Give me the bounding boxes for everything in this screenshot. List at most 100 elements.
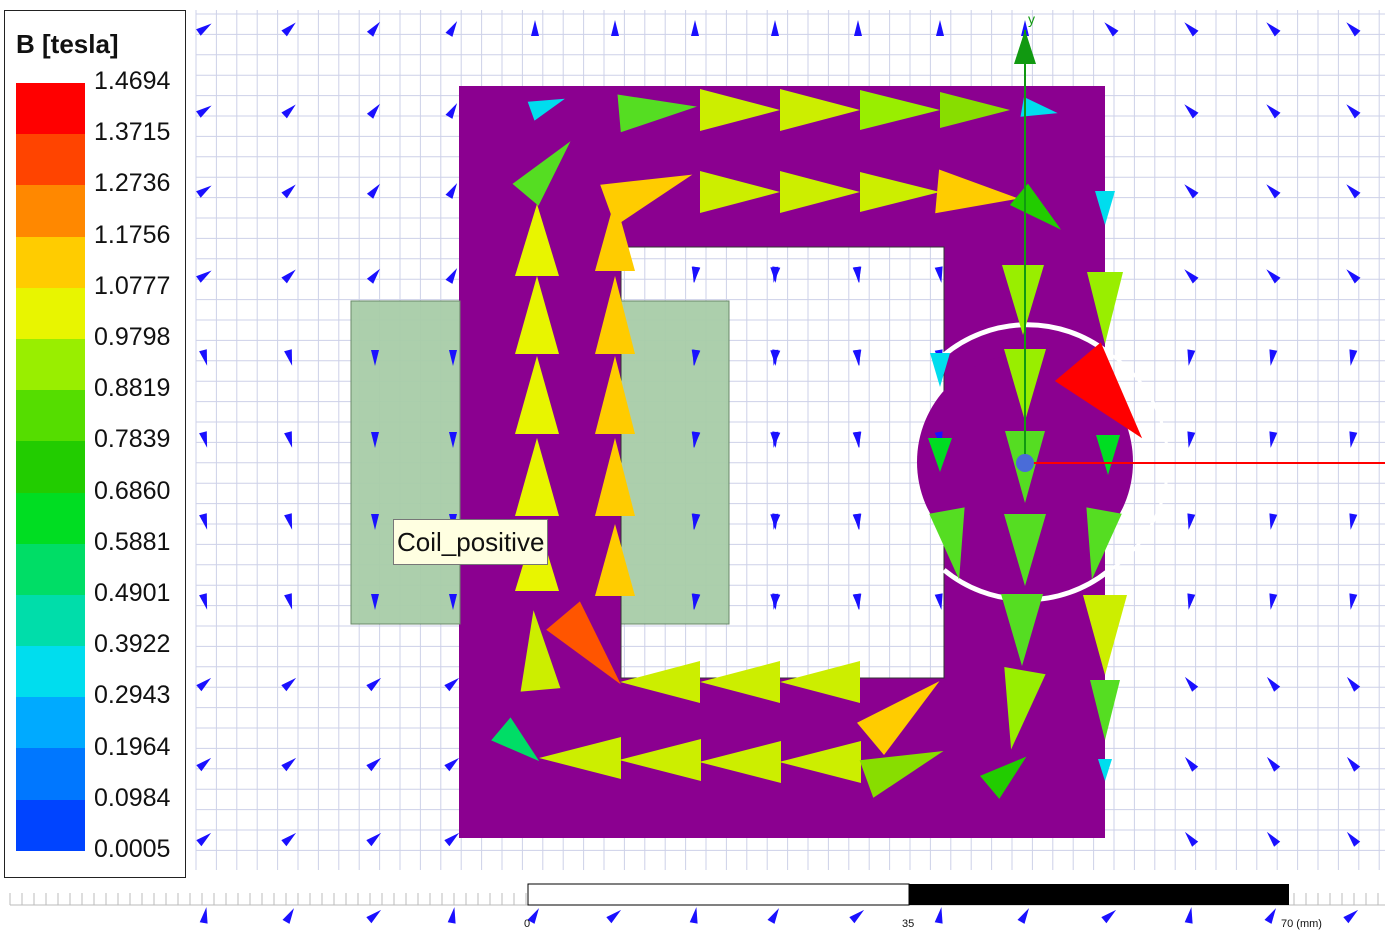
field-vector <box>371 432 379 448</box>
scale-tick-70: 70 (mm) <box>1281 918 1322 930</box>
field-vector <box>282 908 294 924</box>
field-vector <box>1266 269 1281 284</box>
field-vector <box>691 20 699 36</box>
field-vector <box>770 431 779 448</box>
field-vector <box>1184 269 1199 284</box>
field-vector <box>199 431 208 448</box>
core-field-vector <box>515 438 559 516</box>
field-vector <box>1021 20 1029 36</box>
field-vector <box>853 266 862 283</box>
legend-swatch <box>16 594 85 647</box>
field-vector <box>371 594 379 610</box>
core-field-vector <box>620 661 700 703</box>
field-vector <box>1017 908 1029 924</box>
field-vector <box>1266 22 1281 37</box>
field-vector <box>1184 22 1199 37</box>
field-vector <box>934 593 943 610</box>
core-field-vector <box>780 171 860 213</box>
field-vector <box>1187 593 1196 610</box>
field-vector <box>1346 756 1361 772</box>
field-vector <box>445 21 458 37</box>
core-field-vector <box>1004 667 1046 750</box>
field-vector <box>281 104 296 119</box>
field-vector <box>1187 513 1196 530</box>
core-field-vector <box>595 276 635 354</box>
core-field-vector <box>595 356 635 434</box>
field-vector <box>366 832 382 847</box>
legend-swatch <box>16 441 85 493</box>
field-vector <box>1349 513 1358 530</box>
scale-bar-black <box>909 884 1289 905</box>
field-vector <box>1266 831 1281 847</box>
field-vector <box>853 513 862 530</box>
legend-level-label: 1.2736 <box>94 169 171 198</box>
field-vector <box>1349 593 1358 610</box>
legend-swatch <box>16 543 85 595</box>
coil-left <box>350 300 461 625</box>
field-vector <box>447 907 456 924</box>
field-vector <box>284 513 293 530</box>
field-vector <box>281 184 296 199</box>
core-field-vector <box>1096 435 1120 475</box>
legend-swatch <box>16 134 85 186</box>
origin-marker <box>1016 454 1034 472</box>
core-field-vector <box>860 90 940 130</box>
field-vector <box>284 431 293 448</box>
field-vector <box>1266 756 1281 772</box>
core-field-vector <box>700 89 780 131</box>
field-vector <box>770 593 779 610</box>
field-vector <box>1184 104 1199 119</box>
field-vector <box>196 105 212 118</box>
core-field-vector <box>1090 680 1120 740</box>
core-field-vectors <box>491 89 1143 799</box>
legend-swatch <box>16 185 85 237</box>
core-field-vector <box>928 438 952 472</box>
core-field-vector <box>860 172 940 212</box>
field-vector <box>1349 349 1358 366</box>
field-vector <box>936 20 944 36</box>
field-vector <box>854 20 862 36</box>
core-field-vector <box>1095 191 1115 225</box>
field-vector <box>196 270 212 283</box>
field-vector <box>1266 676 1281 692</box>
core-field-vector <box>539 737 621 779</box>
core-field-vector <box>619 739 701 781</box>
core-field-vector <box>600 174 693 227</box>
field-vector <box>527 908 539 924</box>
core-field-vector <box>1002 265 1044 335</box>
field-vector <box>366 677 382 692</box>
core-field-vector <box>1098 759 1112 781</box>
field-vector <box>199 907 208 924</box>
field-vector <box>1346 22 1361 37</box>
field-vector <box>445 183 458 199</box>
field-vector <box>199 513 208 530</box>
field-vector <box>281 832 297 847</box>
field-vector <box>371 514 379 530</box>
field-vector <box>1184 907 1193 924</box>
coil-right <box>620 300 730 625</box>
core-field-vector <box>1004 514 1046 586</box>
core-field-vector <box>1020 97 1058 117</box>
field-vector <box>284 593 293 610</box>
legend-swatch <box>16 287 85 339</box>
field-vector <box>531 20 539 36</box>
core-field-vector <box>779 741 861 783</box>
field-vector <box>1187 431 1196 448</box>
field-vector <box>1346 831 1361 847</box>
legend-level-label: 0.7839 <box>94 425 171 454</box>
scale-tick-0: 0 <box>524 918 530 930</box>
core-field-vector <box>1083 595 1127 675</box>
field-vector <box>1269 431 1278 448</box>
field-vector <box>1266 184 1281 199</box>
field-vector <box>366 21 380 37</box>
core-field-vector <box>617 94 697 133</box>
field-vector <box>1349 431 1358 448</box>
legend-title: B [tesla] <box>16 29 119 59</box>
scale-tick-35: 35 <box>902 918 914 930</box>
core-field-vector <box>527 98 565 121</box>
legend-swatch <box>16 236 85 288</box>
field-vector <box>771 20 779 36</box>
legend-level-label: 0.1964 <box>94 732 171 761</box>
